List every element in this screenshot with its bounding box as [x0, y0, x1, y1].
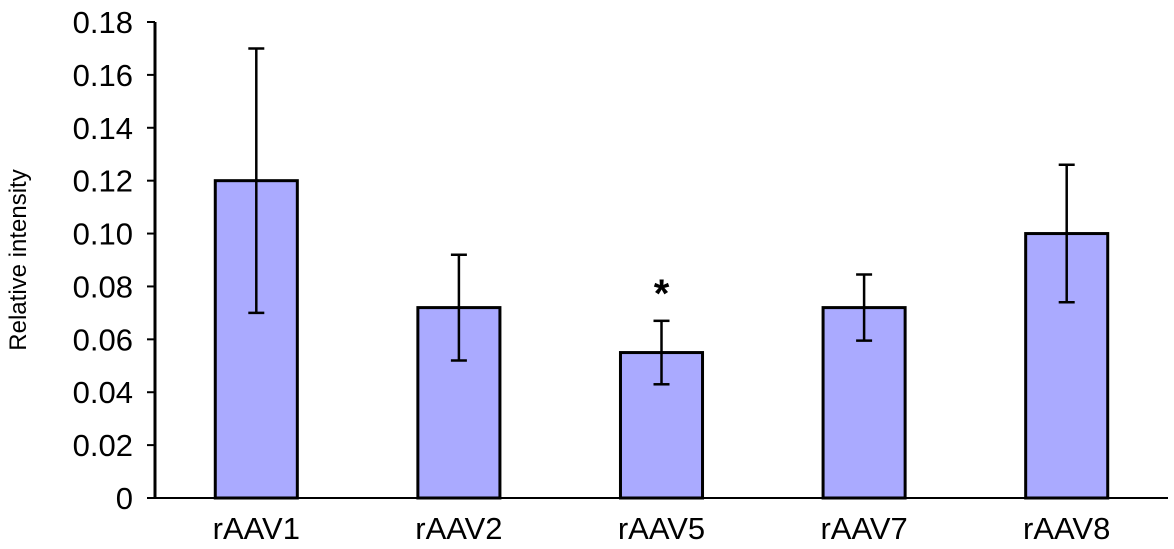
x-tick-label: rAAV2 — [415, 511, 502, 546]
y-tick-label: 0.18 — [73, 5, 133, 40]
x-axis-labels: rAAV1 rAAV2 rAAV5 rAAV7 rAAV8 — [213, 511, 1111, 546]
x-tick-label: rAAV7 — [820, 511, 907, 546]
y-axis-ticks: 0 0.02 0.04 0.06 0.08 0.10 0.12 0.14 0.16 0.18 — [73, 5, 155, 516]
y-tick-label: 0.16 — [73, 58, 133, 93]
x-tick-label: rAAV8 — [1023, 511, 1110, 546]
y-tick-label: 0.14 — [73, 111, 133, 146]
y-tick-label: 0.04 — [73, 375, 133, 410]
y-tick-label: 0.08 — [73, 269, 133, 304]
y-tick-label: 0.06 — [73, 322, 133, 357]
x-tick-label: rAAV1 — [213, 511, 300, 546]
y-tick-label: 0 — [116, 481, 133, 516]
y-tick-label: 0.12 — [73, 164, 133, 199]
x-tick-label: rAAV5 — [618, 511, 705, 546]
significance-marker: * — [654, 272, 670, 316]
annotations: * — [654, 272, 670, 316]
error-bars — [248, 47, 1075, 386]
y-tick-label: 0.02 — [73, 428, 133, 463]
y-tick-label: 0.10 — [73, 217, 133, 252]
y-axis-title: Relative intensity — [5, 169, 32, 350]
